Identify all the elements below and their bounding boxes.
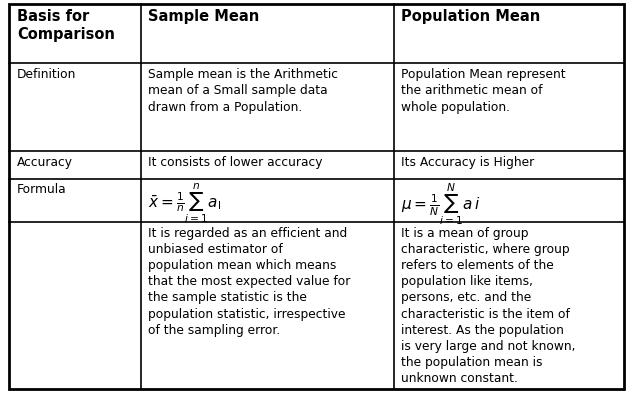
Text: Basis for
Comparison: Basis for Comparison [17,9,115,42]
Text: $\mu = \frac{1}{N}\sum_{i=1}^{N} a\,i$: $\mu = \frac{1}{N}\sum_{i=1}^{N} a\,i$ [401,182,480,228]
Text: It consists of lower accuracy: It consists of lower accuracy [148,156,323,169]
Text: Definition: Definition [17,67,77,81]
Text: Sample Mean: Sample Mean [148,9,260,24]
Text: Accuracy: Accuracy [17,156,73,169]
Text: Its Accuracy is Higher: Its Accuracy is Higher [401,156,535,169]
Text: Formula: Formula [17,183,66,196]
Text: $\bar{x} = \frac{1}{n}\sum_{i=1}^{n} a_{\mathrm{I}}$: $\bar{x} = \frac{1}{n}\sum_{i=1}^{n} a_{… [148,182,221,225]
Text: It is a mean of group
characteristic, where group
refers to elements of the
popu: It is a mean of group characteristic, wh… [401,227,576,385]
Text: It is regarded as an efficient and
unbiased estimator of
population mean which m: It is regarded as an efficient and unbia… [148,227,351,337]
Text: Population Mean: Population Mean [401,9,541,24]
Text: Population Mean represent
the arithmetic mean of
whole population.: Population Mean represent the arithmetic… [401,67,566,114]
Text: Sample mean is the Arithmetic
mean of a Small sample data
drawn from a Populatio: Sample mean is the Arithmetic mean of a … [148,67,338,114]
